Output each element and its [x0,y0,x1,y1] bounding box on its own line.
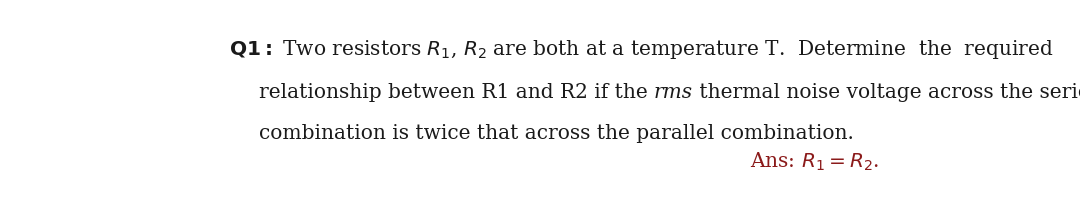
Text: rms: rms [654,82,693,101]
Text: relationship between R1 and R2 if the: relationship between R1 and R2 if the [259,82,654,101]
Text: combination is twice that across the parallel combination.: combination is twice that across the par… [259,124,854,143]
Text: $\mathbf{Q1:}$ Two resistors $R_1$, $R_2$ are both at a temperature T.  Determin: $\mathbf{Q1:}$ Two resistors $R_1$, $R_2… [229,38,1053,61]
Text: Ans: $R_1 = R_2$.: Ans: $R_1 = R_2$. [751,150,879,172]
Text: thermal noise voltage across the series: thermal noise voltage across the series [693,82,1080,101]
